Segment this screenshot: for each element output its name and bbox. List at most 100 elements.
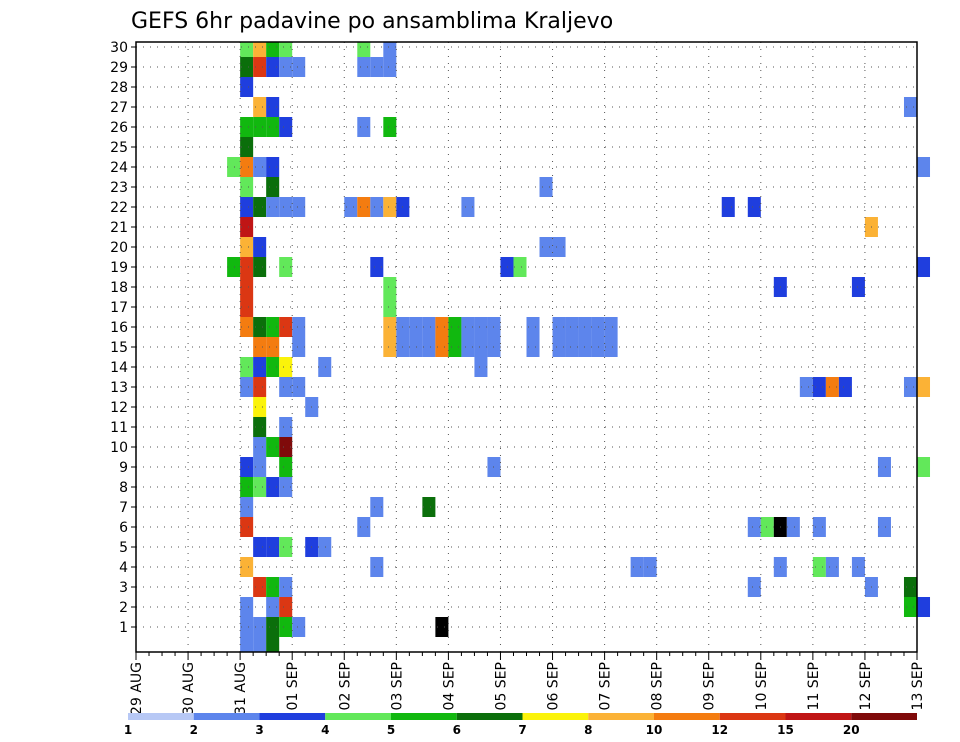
heatmap-cell bbox=[279, 117, 293, 137]
y-tick-label: 3 bbox=[119, 580, 128, 596]
y-tick-label: 19 bbox=[110, 260, 128, 276]
heatmap-cell bbox=[266, 97, 280, 117]
heatmap-cell bbox=[240, 457, 254, 477]
heatmap-cell bbox=[266, 317, 280, 337]
heatmap-cell bbox=[253, 117, 267, 137]
heatmap-cell bbox=[461, 337, 475, 357]
heatmap-cell bbox=[266, 597, 280, 617]
heatmap-cell bbox=[630, 557, 644, 577]
heatmap-cell bbox=[435, 337, 449, 357]
heatmap-cell bbox=[240, 197, 254, 217]
y-tick-label: 23 bbox=[110, 180, 128, 196]
heatmap-cell bbox=[578, 317, 592, 337]
x-tick-label: 13 SEP bbox=[910, 662, 926, 710]
heatmap-cell bbox=[266, 637, 280, 652]
x-tick-label: 12 SEP bbox=[858, 662, 874, 710]
heatmap-cell bbox=[279, 537, 293, 557]
heatmap-cell bbox=[370, 197, 384, 217]
heatmap-cell bbox=[253, 417, 267, 437]
heatmap-cell bbox=[383, 197, 397, 217]
heatmap-cell bbox=[370, 57, 384, 77]
heatmap-cell bbox=[383, 297, 397, 317]
heatmap-cell bbox=[383, 42, 397, 57]
colorbar-swatch bbox=[193, 713, 260, 720]
heatmap-cell bbox=[292, 337, 306, 357]
colorbar-swatch bbox=[325, 713, 391, 720]
y-tick-label: 7 bbox=[119, 500, 128, 516]
heatmap-cell bbox=[279, 617, 293, 637]
y-axis: 1234567891011121314151617181920212223242… bbox=[110, 40, 136, 636]
y-tick-label: 10 bbox=[110, 440, 128, 456]
heatmap-cell bbox=[383, 57, 397, 77]
heatmap-cell bbox=[917, 377, 931, 397]
heatmap-cell bbox=[825, 557, 839, 577]
heatmap-cell bbox=[760, 517, 774, 537]
heatmap-cell bbox=[877, 457, 891, 477]
y-tick-label: 2 bbox=[119, 600, 128, 616]
y-tick-label: 11 bbox=[110, 420, 128, 436]
colorbar-label: 6 bbox=[453, 723, 461, 737]
heatmap-cell bbox=[643, 557, 657, 577]
y-tick-label: 8 bbox=[119, 480, 128, 496]
heatmap-cell bbox=[253, 57, 267, 77]
heatmap-cell bbox=[292, 57, 306, 77]
heatmap-cell bbox=[253, 237, 267, 257]
heatmap-cell bbox=[851, 557, 865, 577]
heatmap-cell bbox=[877, 517, 891, 537]
heatmap-cell bbox=[253, 97, 267, 117]
heatmap-cell bbox=[383, 317, 397, 337]
y-tick-label: 12 bbox=[110, 400, 128, 416]
heatmap-cell bbox=[253, 257, 267, 277]
heatmap-cell bbox=[812, 557, 826, 577]
colorbar-legend: 1 2 3 4 5 6 7 8 10 12 15 20 bbox=[124, 713, 917, 737]
x-tick-label: 11 SEP bbox=[806, 662, 822, 710]
heatmap-cell bbox=[292, 317, 306, 337]
colorbar-swatch bbox=[391, 713, 457, 720]
heatmap-cell bbox=[435, 317, 449, 337]
heatmap-cell bbox=[903, 577, 917, 597]
heatmap-cell bbox=[240, 517, 254, 537]
heatmap-cell bbox=[812, 517, 826, 537]
heatmap-cell bbox=[266, 197, 280, 217]
colorbar-label: 12 bbox=[711, 723, 728, 737]
colorbar-swatch bbox=[259, 713, 326, 720]
heatmap-cell bbox=[917, 257, 931, 277]
y-tick-label: 26 bbox=[110, 120, 128, 136]
heatmap-cell bbox=[240, 597, 254, 617]
heatmap-cell bbox=[253, 457, 267, 477]
heatmap-cell bbox=[253, 317, 267, 337]
heatmap-cell bbox=[240, 257, 254, 277]
heatmap-cell bbox=[279, 42, 293, 57]
heatmap-cell bbox=[279, 197, 293, 217]
y-tick-label: 5 bbox=[119, 540, 128, 556]
y-tick-label: 18 bbox=[110, 280, 128, 296]
heatmap-cell bbox=[279, 317, 293, 337]
y-tick-label: 16 bbox=[110, 320, 128, 336]
colorbar-swatch bbox=[851, 713, 917, 720]
heatmap-cell bbox=[253, 377, 267, 397]
heatmap-cell bbox=[266, 177, 280, 197]
heatmap-cell bbox=[539, 237, 553, 257]
x-tick-label: 08 SEP bbox=[650, 662, 666, 710]
heatmap-cell bbox=[253, 477, 267, 497]
heatmap-cell bbox=[357, 197, 371, 217]
x-tick-label: 01 SEP bbox=[285, 662, 301, 710]
y-tick-label: 27 bbox=[110, 100, 128, 116]
colorbar-label: 7 bbox=[518, 723, 526, 737]
colorbar-swatch bbox=[588, 713, 654, 720]
heatmap-cell bbox=[370, 497, 384, 517]
x-tick-label: 02 SEP bbox=[337, 662, 353, 710]
heatmap-cell bbox=[474, 357, 488, 377]
heatmap-cell bbox=[357, 117, 371, 137]
heatmap-cell bbox=[240, 57, 254, 77]
x-tick-label: 30 AUG bbox=[181, 662, 197, 715]
heatmap-cell bbox=[552, 237, 566, 257]
heatmap-cell bbox=[240, 117, 254, 137]
colorbar-swatch bbox=[785, 713, 852, 720]
y-tick-label: 29 bbox=[110, 60, 128, 76]
colorbar-swatch bbox=[719, 713, 786, 720]
heatmap-cell bbox=[292, 377, 306, 397]
heatmap-cell bbox=[240, 377, 254, 397]
heatmap-cell bbox=[552, 317, 566, 337]
heatmap-cell bbox=[357, 517, 371, 537]
